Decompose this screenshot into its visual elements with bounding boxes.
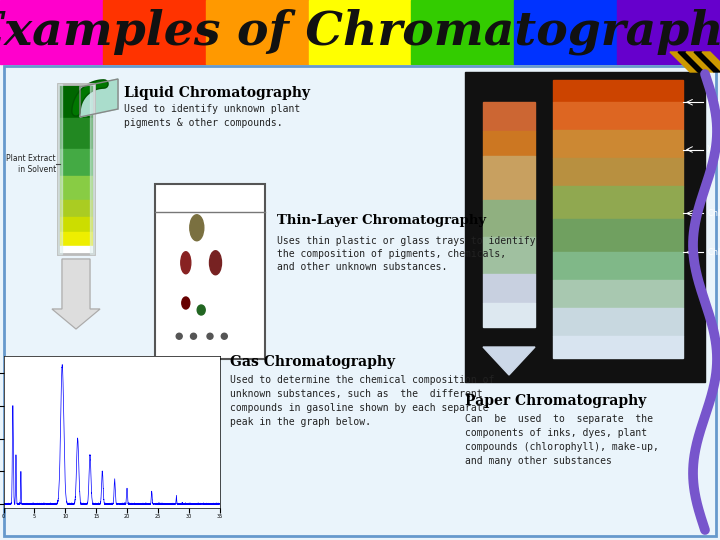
Ellipse shape [207, 333, 213, 339]
Bar [103, 0, 206, 64]
Text: Examples of Chromatography: Examples of Chromatography [0, 9, 720, 55]
Bar [155, 184, 265, 359]
Bar [514, 0, 617, 64]
Bar [553, 158, 683, 186]
Text: Carotene: Carotene [707, 98, 720, 107]
Bar [617, 0, 720, 64]
Bar [0, 64, 720, 540]
Text: Plant Extract
in Solvent: Plant Extract in Solvent [6, 154, 56, 174]
Polygon shape [678, 52, 706, 72]
Polygon shape [694, 52, 720, 72]
Text: Gas Chromatography: Gas Chromatography [230, 355, 395, 369]
Bar [553, 219, 683, 252]
Ellipse shape [176, 333, 182, 339]
Bar [58, 84, 94, 254]
Bar [553, 80, 683, 102]
Bar [483, 273, 535, 303]
Bar [553, 130, 683, 158]
Polygon shape [686, 52, 714, 72]
Text: Paper Chromatography: Paper Chromatography [465, 394, 647, 408]
Bar [411, 0, 514, 64]
Bar [483, 237, 535, 273]
Ellipse shape [210, 251, 222, 275]
Bar [553, 252, 683, 280]
Bar [58, 232, 94, 246]
Text: Used to determine the chemical composition of
unknown substances, such as  the  : Used to determine the chemical compositi… [230, 375, 495, 427]
Bar [58, 84, 94, 118]
Bar [553, 336, 683, 358]
Bar [90, 84, 94, 254]
Bar [483, 102, 535, 131]
Polygon shape [52, 259, 100, 329]
Ellipse shape [181, 252, 191, 274]
Bar [58, 200, 94, 217]
Bar [58, 148, 94, 176]
Polygon shape [483, 347, 535, 375]
Bar [309, 0, 411, 64]
Text: Chl$_a$: Chl$_a$ [707, 207, 720, 220]
Bar [58, 246, 94, 254]
Text: Used to identify unknown plant
pigments & other compounds.: Used to identify unknown plant pigments … [124, 104, 300, 128]
Bar [483, 200, 535, 237]
Bar [553, 186, 683, 219]
Polygon shape [670, 52, 698, 72]
Text: Uses thin plastic or glass trays to identify
the composition of pigments, chemic: Uses thin plastic or glass trays to iden… [277, 236, 536, 272]
Text: Thin-Layer Chromatography: Thin-Layer Chromatography [277, 214, 486, 227]
Text: Liquid Chromatography: Liquid Chromatography [124, 86, 310, 100]
Bar [58, 118, 94, 149]
Bar [553, 102, 683, 130]
Bar [58, 176, 94, 200]
Bar [0, 0, 103, 64]
Bar [483, 131, 535, 156]
Ellipse shape [181, 297, 190, 309]
Ellipse shape [221, 333, 228, 339]
Bar [465, 72, 705, 382]
Bar [483, 303, 535, 327]
Bar [553, 308, 683, 336]
Ellipse shape [197, 305, 205, 315]
Bar [206, 0, 309, 64]
Bar [58, 217, 94, 232]
Bar [483, 156, 535, 200]
Bar [4, 66, 716, 536]
Text: Xanothophyll: Xanothophyll [707, 145, 720, 154]
Ellipse shape [191, 333, 197, 339]
Bar [553, 280, 683, 308]
Polygon shape [80, 79, 118, 117]
Ellipse shape [190, 215, 204, 241]
Bar [58, 84, 62, 254]
Text: Chl$_b$: Chl$_b$ [707, 246, 720, 259]
Text: Can  be  used  to  separate  the
components of inks, dyes, plant
compounds (chlo: Can be used to separate the components o… [465, 414, 659, 466]
Polygon shape [702, 52, 720, 72]
